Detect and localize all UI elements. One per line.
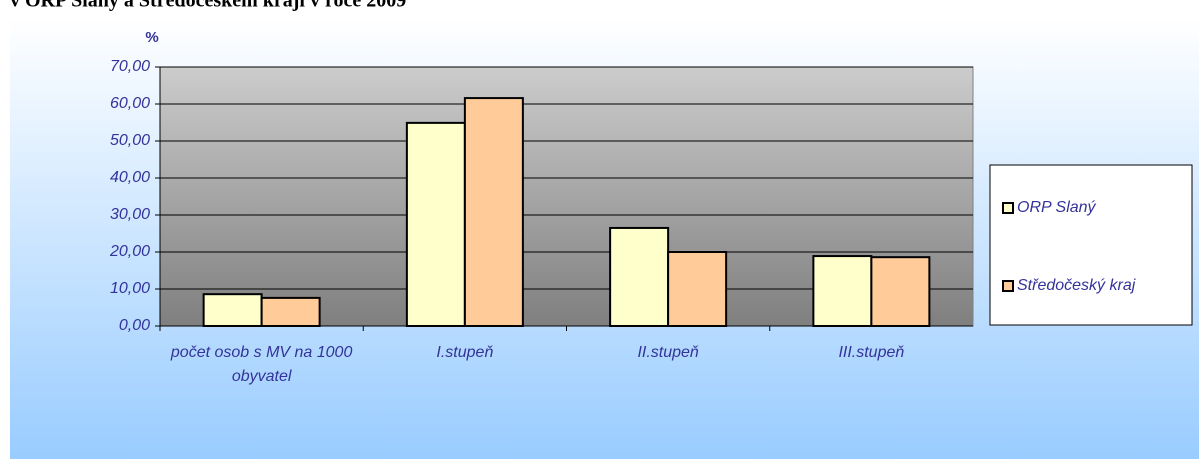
y-tick-label: 10,00 — [110, 280, 150, 297]
bar — [202, 293, 263, 327]
bar — [405, 121, 466, 328]
x-tick-label: počet osob s MV na 1000 obyvatel — [170, 344, 353, 385]
y-tick-label: 20,00 — [109, 243, 150, 260]
y-axis-label: % — [145, 29, 158, 46]
legend — [989, 164, 1193, 326]
legend-swatch — [1002, 280, 1014, 292]
bar — [667, 251, 728, 327]
legend-label: Středočeský kraj — [1017, 277, 1136, 294]
y-tick-label: 60,00 — [110, 95, 150, 112]
y-tick-label: 30,00 — [110, 206, 150, 223]
bar — [463, 97, 524, 327]
y-tick-label: 40,00 — [110, 169, 150, 186]
y-tick-label: 70,00 — [110, 58, 150, 75]
bar — [812, 255, 873, 328]
bar — [870, 256, 931, 327]
y-tick-label: 0,00 — [119, 317, 150, 334]
legend-swatch — [1002, 202, 1014, 214]
legend-label: ORP Slaný — [1017, 199, 1097, 216]
x-tick-label: II.stupeň — [637, 344, 699, 361]
y-tick-label: 50,00 — [110, 132, 150, 149]
x-tick-label: III.stupeň — [838, 344, 905, 361]
chart-title: v ORP Slaný a Středočeském kraji v roce … — [10, 0, 406, 12]
x-tick-label: I.stupeň — [436, 344, 494, 361]
bar — [609, 226, 670, 327]
bar — [260, 296, 321, 328]
